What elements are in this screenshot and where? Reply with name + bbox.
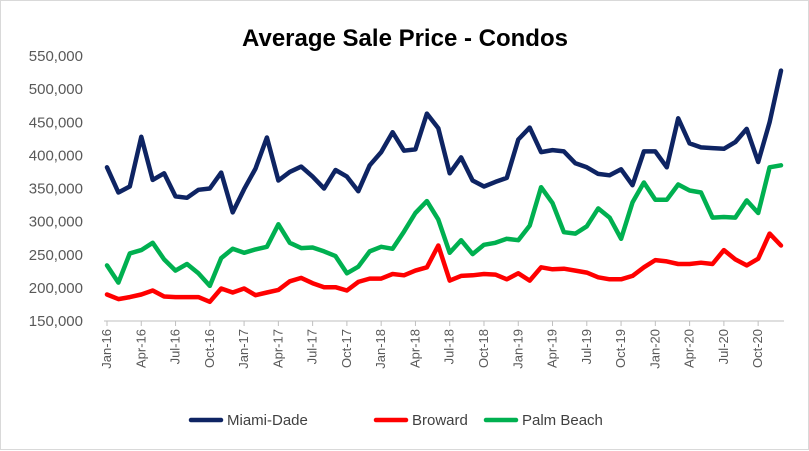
x-tick-label: Jan-16	[99, 329, 114, 369]
series-lines	[104, 68, 784, 305]
x-tick-label: Apr-18	[407, 329, 422, 368]
y-tick-label: 300,000	[29, 214, 83, 231]
x-tick-label: Apr-19	[545, 329, 560, 368]
y-tick-label: 350,000	[29, 181, 83, 198]
legend: Miami-Dade Broward Palm Beach	[188, 412, 603, 429]
y-axis: 150,000 200,000 250,000 300,000 350,000 400,0…	[29, 48, 83, 330]
x-tick-label: Jul-17	[305, 329, 320, 364]
x-tick-label: Apr-17	[270, 329, 285, 368]
y-tick-label: 500,000	[29, 81, 83, 98]
legend-label-broward: Broward	[412, 412, 468, 429]
x-tick-label: Jul-19	[579, 329, 594, 364]
x-tick-label: Jul-16	[168, 329, 183, 364]
y-tick-label: 450,000	[29, 114, 83, 131]
x-axis: Jan-16 Apr-16 Jul-16 Oct-16 Jan-17 Apr-17 Jul-…	[99, 320, 784, 369]
x-tick-label: Jan-20	[647, 329, 662, 369]
x-tick-label: Oct-16	[202, 329, 217, 368]
x-tick-label: Apr-20	[682, 329, 697, 368]
y-tick-label: 400,000	[29, 147, 83, 164]
x-tick-label: Oct-18	[476, 329, 491, 368]
y-tick-label: 150,000	[29, 313, 83, 330]
x-tick-label: Apr-16	[133, 329, 148, 368]
x-tick-label: Oct-17	[339, 329, 354, 368]
y-tick-label: 250,000	[29, 247, 83, 264]
x-tick-label: Oct-20	[750, 329, 765, 368]
series-line-miami-dade	[104, 68, 784, 215]
legend-label-miami-dade: Miami-Dade	[227, 412, 308, 429]
series-line-palm-beach	[104, 163, 784, 289]
x-tick-label: Jan-18	[373, 329, 388, 369]
x-tick-label: Jul-18	[442, 329, 457, 364]
x-tick-label: Jul-20	[716, 329, 731, 364]
y-tick-label: 550,000	[29, 48, 83, 65]
series-line-broward	[104, 231, 784, 305]
x-tick-label: Jan-17	[236, 329, 251, 369]
legend-label-palm-beach: Palm Beach	[522, 412, 603, 429]
chart-title: Average Sale Price - Condos	[242, 25, 568, 52]
x-tick-label: Oct-19	[613, 329, 628, 368]
x-tick-label: Jan-19	[510, 329, 525, 369]
y-tick-label: 200,000	[29, 280, 83, 297]
